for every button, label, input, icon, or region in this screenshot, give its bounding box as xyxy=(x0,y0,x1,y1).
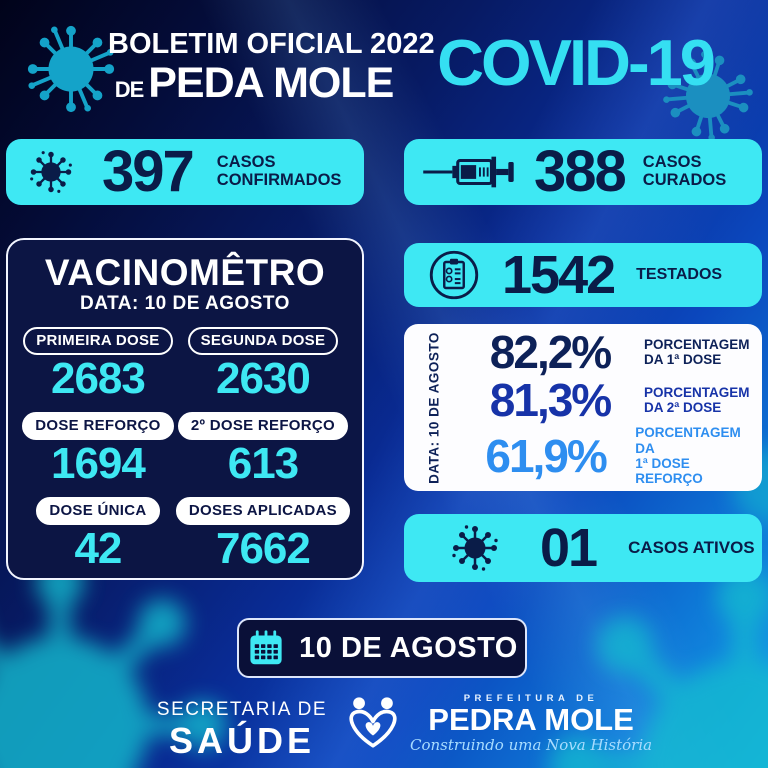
clipboard-icon xyxy=(429,250,479,300)
vaccination-percentages-box: DATA: 10 DE AGOSTO 82,2% PORCENTAGEM DA … xyxy=(404,324,762,491)
bulletin-title-line1: BOLETIM OFICIAL 2022 xyxy=(108,28,435,60)
bulletin-title-line2: DE PEDA MOLE xyxy=(108,62,400,105)
virus-icon xyxy=(452,525,498,571)
dose-value: 1694 xyxy=(50,439,146,489)
dose-item: SEGUNDA DOSE 2630 xyxy=(176,326,350,403)
dose-label-pill: 2º DOSE REFORÇO xyxy=(177,412,349,441)
virus-icon xyxy=(22,20,120,118)
confirmed-cases-label: CASOS CONFIRMADOS xyxy=(216,153,342,189)
confirmed-cases-value: 397 xyxy=(102,139,195,204)
percentage-rows: 82,2% PORCENTAGEM DA 1ª DOSE 81,3% PORCE… xyxy=(456,328,758,487)
dose-value: 7662 xyxy=(215,524,311,574)
dose-item: DOSES APLICADAS 7662 xyxy=(175,497,350,574)
dose-label-pill: DOSES APLICADAS xyxy=(175,497,350,526)
percentage-value: 61,9% xyxy=(485,429,607,482)
logo-text: PREFEITURA DE PEDRA MOLE Construindo uma… xyxy=(410,693,652,753)
dose-label-pill: SEGUNDA DOSE xyxy=(187,326,339,355)
vacinometro-title: VACINOMÊTRO xyxy=(44,252,326,293)
vacinometro-grid: PRIMEIRA DOSE 2683 SEGUNDA DOSE 2630 DOS… xyxy=(8,326,362,574)
bulletin-title: BOLETIM OFICIAL 2022 DE PEDA MOLE xyxy=(108,28,435,105)
dose-item: DOSE REFORÇO 1694 xyxy=(20,412,176,487)
blurred-virus-decoration xyxy=(545,565,768,768)
calendar-icon xyxy=(250,630,282,665)
cured-cases-label: CASOS CURADOS xyxy=(642,153,727,189)
percentage-row: 81,3% PORCENTAGEM DA 2ª DOSE xyxy=(456,377,758,423)
dose-value: 2683 xyxy=(50,353,146,403)
vacinometro-date: DATA: 10 DE AGOSTO xyxy=(80,292,290,314)
dose-value: 42 xyxy=(74,524,122,574)
dose-item: 2º DOSE REFORÇO 613 xyxy=(176,412,350,487)
report-date-box: 10 DE AGOSTO xyxy=(237,618,527,678)
dose-label-pill: PRIMEIRA DOSE xyxy=(23,326,173,355)
dose-value: 613 xyxy=(227,439,299,489)
percentage-row: 61,9% PORCENTAGEM DA 1ª DOSE REFORÇO xyxy=(456,425,758,485)
percentages-date-vertical: DATA: 10 DE AGOSTO xyxy=(426,331,442,484)
cured-cases-bar: 388 CASOS CURADOS xyxy=(404,139,762,205)
city-hall-logo: PREFEITURA DE PEDRA MOLE Construindo uma… xyxy=(340,690,652,756)
logo-city-name: PEDRA MOLE xyxy=(428,701,634,737)
heart-people-icon xyxy=(349,697,397,748)
percentage-label: PORCENTAGEM DA 2ª DOSE xyxy=(644,385,750,416)
covid-19-title: COVID-19 xyxy=(437,26,716,99)
logo-tagline: Construindo uma Nova História xyxy=(410,735,653,754)
cured-cases-value: 388 xyxy=(534,139,627,204)
dose-value: 2630 xyxy=(215,353,311,403)
vacinometro-panel: VACINOMÊTRO DATA: 10 DE AGOSTO PRIMEIRA … xyxy=(6,238,364,580)
report-date-label: 10 DE AGOSTO xyxy=(299,631,518,664)
percentage-row: 82,2% PORCENTAGEM DA 1ª DOSE xyxy=(456,329,758,375)
active-cases-value: 01 xyxy=(540,518,598,578)
logo-prefeitura-label: PREFEITURA DE xyxy=(463,692,599,704)
syringe-icon xyxy=(423,156,514,188)
percentage-label: PORCENTAGEM DA 1ª DOSE REFORÇO xyxy=(635,425,741,486)
percentage-value: 82,2% xyxy=(489,326,612,379)
dose-item: DOSE ÚNICA 42 xyxy=(20,497,176,572)
active-cases-label: CASOS ATIVOS xyxy=(628,537,755,557)
tested-label: TESTADOS xyxy=(636,266,723,284)
percentage-label: PORCENTAGEM DA 1ª DOSE xyxy=(644,336,750,368)
health-department-signature: SECRETARIA DE SAÚDE xyxy=(156,699,328,761)
dose-label-pill: DOSE REFORÇO xyxy=(22,412,174,441)
dose-item: PRIMEIRA DOSE 2683 xyxy=(20,326,176,403)
dose-label-pill: DOSE ÚNICA xyxy=(36,497,160,526)
percentage-value: 81,3% xyxy=(489,374,612,427)
tested-bar: 1542 TESTADOS xyxy=(404,243,762,307)
bulletin-title-de: DE xyxy=(114,77,145,102)
bulletin-title-city: PEDA MOLE xyxy=(148,59,394,107)
virus-icon xyxy=(30,151,72,193)
confirmed-cases-bar: 397 CASOS CONFIRMADOS xyxy=(6,139,364,205)
tested-value: 1542 xyxy=(502,245,616,305)
active-cases-bar: 01 CASOS ATIVOS xyxy=(404,514,762,582)
